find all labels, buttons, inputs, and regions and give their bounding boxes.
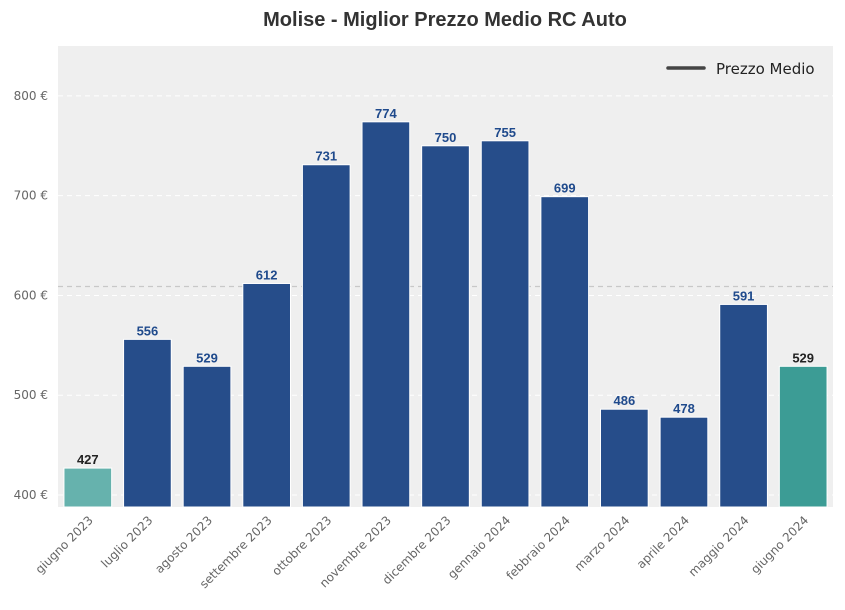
- x-tick-label: gennaio 2024: [445, 513, 513, 581]
- y-tick-label: 700 €: [14, 189, 48, 203]
- x-tick-label: aprile 2024: [634, 513, 692, 571]
- bar: [480, 140, 530, 508]
- legend-entry-prezzo-medio: Prezzo Medio: [716, 60, 815, 78]
- bar: [540, 196, 590, 508]
- bar: [600, 408, 649, 508]
- bar: [182, 365, 232, 508]
- x-tick-label: giugno 2024: [748, 513, 811, 576]
- bars: [63, 121, 828, 508]
- bar: [242, 282, 291, 508]
- y-tick-label: 400 €: [14, 488, 48, 502]
- bar-value-label: 529: [792, 350, 814, 365]
- bar: [421, 145, 470, 508]
- y-tick-label: 500 €: [14, 388, 48, 402]
- bar: [659, 416, 709, 508]
- bar: [778, 365, 828, 508]
- bar-value-label: 591: [733, 288, 755, 303]
- x-tick-label: agosto 2023: [152, 513, 215, 576]
- bar-value-label: 731: [315, 149, 337, 164]
- bar-value-label: 612: [256, 267, 278, 282]
- bar-value-label: 486: [613, 393, 635, 408]
- bar-value-label: 774: [375, 106, 397, 121]
- legend: Prezzo Medio: [666, 60, 815, 78]
- bar: [123, 338, 172, 508]
- x-tick-label: febbraio 2024: [503, 513, 572, 582]
- x-tick-label: giugno 2023: [33, 513, 96, 576]
- y-axis-ticks: 400 € 500 € 600 € 700 € 800 €: [14, 89, 48, 502]
- value-labels: 427 556 529 612 731 774 750 755 699 486 478 591 529: [77, 106, 814, 467]
- chart-title: Molise - Miglior Prezzo Medio RC Auto: [263, 9, 627, 31]
- bar-value-label: 529: [196, 350, 218, 365]
- bar: [301, 164, 351, 508]
- bar-value-label: 556: [137, 323, 159, 338]
- bar: [361, 121, 411, 508]
- x-tick-label: marzo 2024: [572, 513, 633, 574]
- bar: [63, 467, 113, 508]
- bar-value-label: 699: [554, 181, 576, 196]
- y-tick-label: 600 €: [14, 288, 48, 302]
- bar-value-label: 478: [673, 401, 695, 416]
- x-tick-label: luglio 2023: [98, 513, 155, 570]
- y-tick-label: 800 €: [14, 89, 48, 103]
- x-tick-label: maggio 2024: [686, 513, 752, 579]
- x-tick-label: ottobre 2023: [269, 513, 334, 578]
- bar: [719, 303, 768, 508]
- bar-value-label: 750: [435, 130, 457, 145]
- bar-value-label: 427: [77, 452, 99, 467]
- bar-value-label: 755: [494, 125, 516, 140]
